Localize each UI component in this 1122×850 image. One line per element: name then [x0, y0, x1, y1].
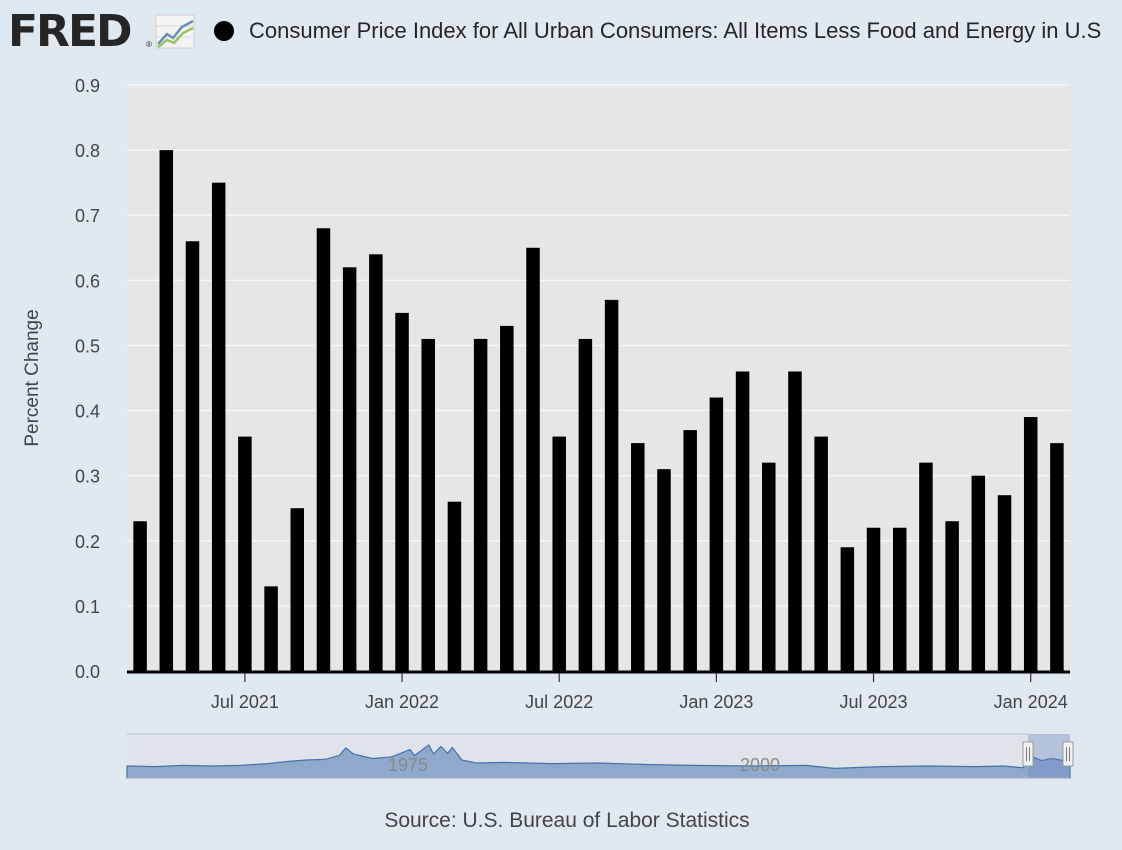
bar[interactable] [342, 267, 357, 671]
bar[interactable] [971, 475, 986, 671]
x-tick-label: Jan 2022 [365, 692, 439, 712]
x-axis-ticks: Jul 2021 Jan 2022 Jul 2022 Jan 2023 Jul 2023… [211, 673, 1068, 712]
y-tick-label: 0.4 [75, 402, 100, 422]
bar[interactable] [788, 371, 802, 671]
legend-series-label[interactable]: Consumer Price Index for All Urban Consu… [249, 18, 1102, 43]
x-tick-label: Jul 2023 [840, 692, 908, 712]
bar[interactable] [814, 436, 828, 671]
bar[interactable] [840, 547, 855, 671]
bar[interactable] [631, 443, 645, 671]
bar[interactable] [316, 228, 331, 671]
y-tick-label: 0.3 [75, 467, 100, 487]
bar[interactable] [500, 325, 514, 671]
y-tick-label: 0.5 [75, 336, 100, 356]
data-bars [133, 150, 1064, 672]
x-tick-label: Jul 2022 [525, 692, 593, 712]
navigator-year-label: 1975 [388, 755, 428, 775]
y-tick-label: 0.9 [75, 76, 100, 96]
navigator-handle[interactable] [1022, 741, 1034, 767]
navigator-handle[interactable] [1062, 741, 1074, 767]
fred-logo[interactable]: FRED [8, 6, 133, 57]
y-axis-ticks: 0.0 0.1 0.2 0.3 0.4 0.5 0.6 0.7 0.8 0.9 [75, 76, 100, 682]
bar[interactable] [447, 501, 462, 671]
x-tick-label: Jan 2024 [994, 692, 1068, 712]
source-note: Source: U.S. Bureau of Labor Statistics [384, 809, 750, 832]
plot-area [127, 85, 1070, 671]
y-tick-label: 0.1 [75, 597, 100, 617]
y-axis-label: Percent Change [22, 309, 43, 446]
bar[interactable] [919, 462, 933, 671]
bar[interactable] [159, 150, 174, 672]
bar-chart: 0.00.10.20.30.40.50.60.70.80.9 Jul 2021 J… [22, 76, 1074, 779]
bar[interactable] [892, 527, 907, 671]
bar[interactable] [290, 508, 305, 671]
legend-series-marker[interactable] [214, 21, 234, 41]
bar[interactable] [421, 338, 435, 671]
bar[interactable] [211, 182, 226, 671]
bar[interactable] [552, 436, 566, 671]
bar[interactable] [683, 430, 697, 671]
y-tick-label: 0.6 [75, 271, 100, 291]
bar[interactable] [185, 241, 200, 671]
range-navigator[interactable]: 1975 2000 [126, 733, 1074, 779]
bar[interactable] [473, 338, 488, 671]
y-tick-label: 0.2 [75, 532, 100, 552]
bar[interactable] [133, 521, 147, 671]
bar[interactable] [945, 521, 959, 671]
bar[interactable] [238, 436, 252, 671]
y-tick-label: 0.8 [75, 141, 100, 161]
y-tick-label: 0.0 [75, 662, 100, 682]
chart-header: FRED ® Consumer Price Index for All Urba… [0, 0, 1122, 64]
registered-mark: ® [146, 40, 152, 49]
line-chart-icon [155, 14, 195, 49]
navigator-series [126, 744, 1071, 779]
bar[interactable] [526, 247, 540, 671]
bar[interactable] [395, 312, 409, 671]
bar[interactable] [657, 469, 671, 671]
x-tick-label: Jan 2023 [679, 692, 753, 712]
bar[interactable] [866, 527, 881, 671]
bar[interactable] [735, 371, 750, 671]
bar[interactable] [997, 495, 1012, 671]
navigator-year-label: 2000 [740, 755, 780, 775]
bar[interactable] [709, 397, 724, 671]
x-tick-label: Jul 2021 [211, 692, 279, 712]
bar[interactable] [604, 299, 619, 671]
bar[interactable] [1023, 417, 1038, 671]
bar[interactable] [578, 338, 593, 671]
bar[interactable] [762, 462, 776, 671]
y-tick-label: 0.7 [75, 206, 100, 226]
bar[interactable] [1050, 443, 1064, 671]
bar[interactable] [369, 254, 383, 672]
bar[interactable] [264, 586, 278, 671]
gridlines [127, 84, 1070, 607]
